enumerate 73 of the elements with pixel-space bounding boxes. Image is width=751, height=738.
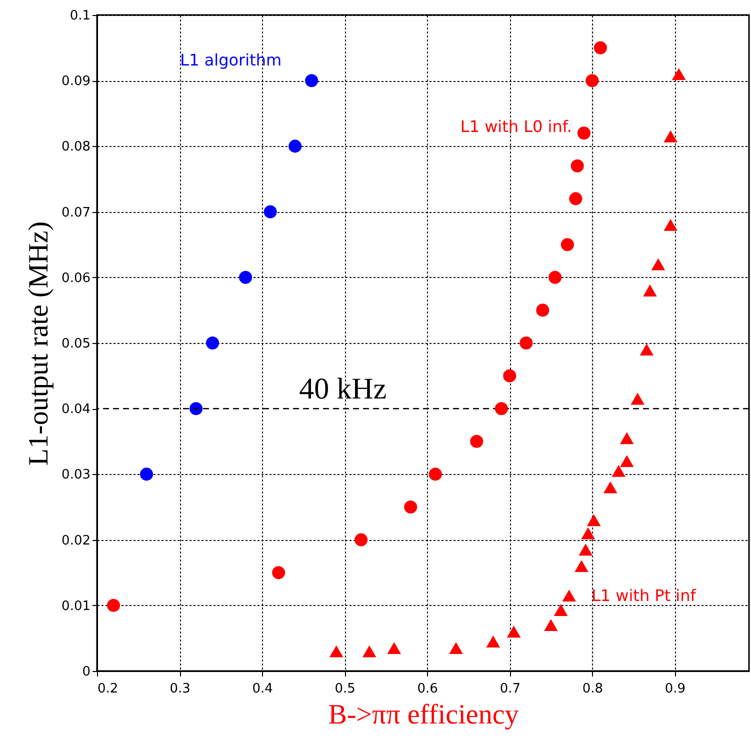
point — [643, 284, 657, 296]
point — [272, 566, 286, 580]
y-tick-label: 0.04 — [62, 402, 90, 418]
point — [520, 336, 533, 350]
x-tick-label: 0.8 — [582, 682, 604, 696]
y-tick-label: 0.02 — [62, 533, 90, 548]
point — [486, 636, 500, 648]
point — [548, 270, 562, 284]
x-tick-label: 0.2 — [98, 682, 118, 696]
point — [329, 645, 344, 658]
point — [536, 304, 550, 317]
point — [470, 434, 484, 448]
point — [586, 514, 601, 526]
point — [630, 392, 644, 405]
series-label: L1 with Pt inf — [591, 586, 696, 606]
x-axis-title: B->ππ efficiency — [328, 700, 519, 730]
point — [239, 270, 252, 284]
point — [664, 130, 678, 142]
point — [594, 41, 607, 54]
x-tick-label: 0.5 — [334, 682, 356, 696]
point — [354, 533, 368, 546]
point — [574, 560, 588, 572]
point — [503, 369, 516, 382]
point — [651, 258, 666, 270]
y-axis-title: L1-output rate (MHz) — [24, 221, 55, 466]
y-tick-label: 0.03 — [62, 468, 90, 483]
point — [506, 626, 521, 638]
point — [544, 619, 558, 632]
point — [140, 468, 154, 481]
point — [362, 645, 376, 658]
point — [640, 344, 654, 356]
y-tick-label: 0.01 — [62, 598, 90, 614]
point — [569, 192, 582, 206]
point — [560, 238, 574, 252]
point — [562, 590, 576, 602]
y-tick-label: 0.08 — [62, 140, 90, 155]
point — [570, 159, 584, 172]
point — [578, 544, 592, 556]
y-tick-label: 0.06 — [62, 270, 90, 286]
x-tick-label: 0.6 — [417, 682, 438, 696]
point — [206, 336, 220, 350]
series-label: L1 with L0 inf. — [460, 117, 572, 136]
point — [620, 455, 634, 468]
x-tick-label: 0.4 — [252, 682, 273, 696]
series-label: L1 algorithm — [180, 50, 282, 70]
y-tick-label: 0.05 — [62, 336, 90, 352]
point — [672, 68, 686, 80]
point — [620, 432, 634, 444]
point — [612, 464, 626, 477]
point — [664, 218, 678, 231]
x-tick-label: 0.3 — [170, 682, 190, 696]
point — [264, 205, 277, 218]
point — [106, 598, 120, 612]
y-tick-label: 0.1 — [70, 8, 90, 24]
ref-line-label: 40 kHz — [299, 372, 387, 406]
y-tick-label: 0 — [82, 664, 90, 680]
point — [449, 642, 463, 654]
point — [288, 140, 302, 153]
point — [305, 74, 318, 88]
point — [581, 527, 595, 540]
point — [387, 642, 402, 654]
point — [428, 468, 442, 481]
x-tick-label: 0.9 — [664, 682, 686, 696]
y-tick-label: 0.09 — [62, 74, 90, 90]
point — [577, 126, 590, 140]
point — [494, 402, 508, 416]
point — [603, 481, 618, 494]
point — [586, 74, 599, 88]
point — [404, 500, 418, 514]
x-tick-label: 0.7 — [500, 682, 520, 696]
point — [554, 604, 568, 616]
point — [190, 402, 203, 416]
y-tick-label: 0.07 — [62, 205, 90, 220]
